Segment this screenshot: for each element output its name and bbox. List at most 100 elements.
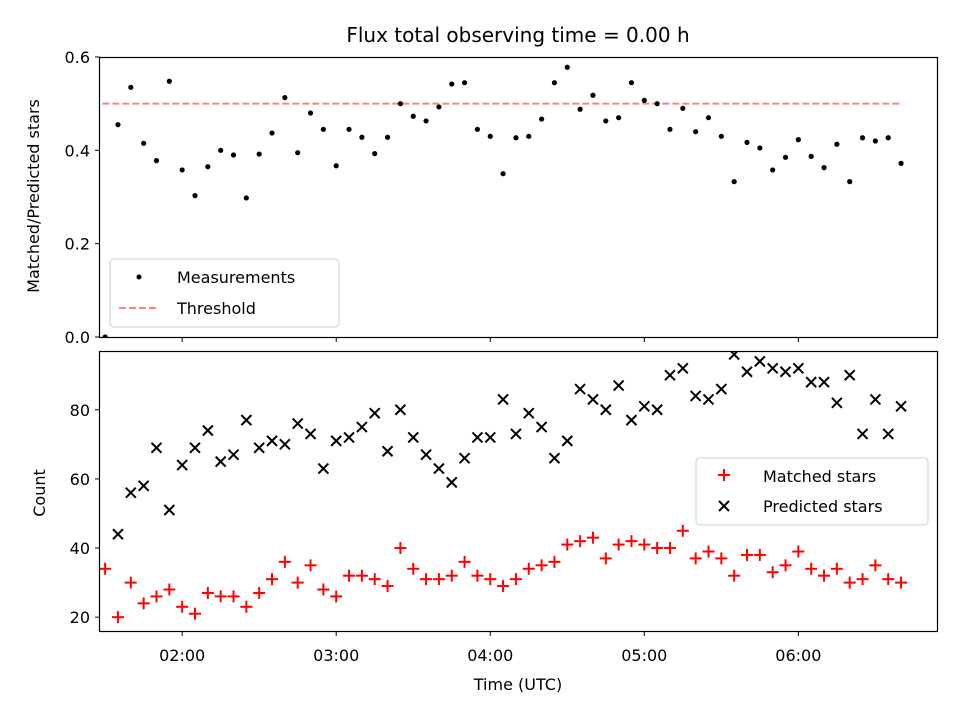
predicted-star-point	[279, 438, 291, 451]
bottom-plot-area	[100, 351, 908, 624]
matched-star-point	[574, 535, 587, 548]
predicted-star-point	[869, 393, 882, 406]
top-axes-frame	[98, 56, 939, 339]
matched-star-point	[612, 538, 625, 551]
measurement-point	[320, 126, 326, 132]
measurement-point	[770, 167, 776, 173]
predicted-star-point	[779, 366, 792, 378]
matched-star-point	[253, 586, 266, 599]
matched-star-point	[625, 535, 638, 548]
legend-measurements-marker	[136, 274, 142, 280]
predicted-star-point	[497, 393, 509, 406]
predicted-star-point	[805, 376, 817, 388]
matched-star-point	[137, 597, 150, 610]
matched-star-point	[407, 562, 420, 575]
measurement-point	[808, 153, 814, 159]
matched-star-point	[188, 607, 201, 620]
predicted-star-point	[882, 428, 894, 440]
measurement-point	[757, 145, 763, 151]
predicted-star-point	[137, 480, 150, 492]
predicted-star-point	[125, 487, 137, 499]
predicted-star-point	[792, 362, 805, 374]
matched-star-point	[856, 573, 869, 586]
predicted-star-point	[317, 462, 330, 475]
x-tick-label: 03:00	[313, 646, 359, 665]
measurement-point	[179, 167, 185, 173]
measurement-point	[705, 115, 712, 121]
measurement-point	[693, 129, 699, 135]
measurement-point	[654, 101, 660, 107]
matched-star-point	[663, 542, 676, 555]
matched-star-point	[355, 569, 368, 582]
measurement-point	[102, 334, 108, 337]
measurement-point	[526, 133, 532, 139]
predicted-star-point	[600, 404, 612, 416]
measurement-point	[847, 179, 853, 185]
matched-star-point	[240, 600, 253, 613]
predicted-star-point	[587, 393, 599, 406]
predicted-star-point	[202, 424, 214, 437]
predicted-star-point	[651, 404, 663, 416]
matched-star-point	[702, 545, 715, 558]
measurement-point	[834, 141, 840, 147]
measurement-point	[590, 92, 596, 98]
matched-star-point	[317, 583, 330, 596]
measurement-point	[474, 126, 481, 132]
predicted-star-point	[304, 428, 317, 440]
bottom-y-ticks: 20 40 60 80	[70, 401, 100, 627]
predicted-star-point	[689, 390, 702, 402]
measurement-point	[243, 195, 249, 201]
predicted-star-point	[227, 448, 240, 461]
predicted-star-point	[330, 435, 342, 447]
matched-star-point	[715, 552, 728, 565]
predicted-star-point	[291, 417, 304, 430]
x-axis-label: Time (UTC)	[473, 675, 562, 694]
predicted-star-point	[176, 459, 188, 471]
predicted-star-point	[638, 400, 651, 413]
predicted-star-point	[561, 435, 573, 447]
top-y-ticks: 0.0 0.2 0.4 0.6	[65, 48, 100, 347]
x-tick-label: 06:00	[775, 646, 821, 665]
matched-star-point	[278, 555, 291, 568]
measurement-point	[564, 64, 570, 70]
measurement-point	[628, 80, 635, 86]
matched-star-point	[766, 566, 779, 579]
measurement-point	[410, 113, 416, 119]
predicted-star-point	[471, 431, 484, 444]
measurement-point	[230, 152, 237, 158]
measurement-point	[359, 134, 365, 140]
measurement-point	[192, 193, 198, 199]
matched-star-point	[830, 562, 843, 575]
predicted-star-point	[214, 455, 227, 468]
measurement-point	[680, 105, 686, 111]
matched-star-point	[163, 583, 176, 596]
predicted-star-point	[407, 431, 419, 444]
measurement-point	[539, 116, 545, 122]
matched-star-point	[599, 552, 612, 565]
top-legend: Measurements Threshold	[109, 258, 340, 328]
measurement-point	[859, 135, 866, 141]
predicted-star-point	[446, 476, 458, 489]
predicted-star-point	[510, 428, 522, 440]
measurement-point	[603, 118, 609, 124]
predicted-star-point	[831, 397, 843, 409]
predicted-star-point	[523, 407, 535, 419]
measurement-point	[744, 139, 750, 145]
measurement-point	[269, 130, 275, 136]
predicted-star-point	[754, 355, 766, 368]
matched-star-point	[522, 562, 535, 575]
predicted-star-point	[253, 442, 265, 454]
measurement-point	[616, 115, 622, 121]
predicted-star-point	[266, 435, 278, 447]
matched-star-point	[561, 538, 574, 551]
measurement-point	[436, 104, 442, 110]
matched-star-point	[420, 573, 433, 586]
measurement-point	[731, 179, 737, 185]
matched-star-point	[432, 573, 445, 586]
predicted-star-point	[381, 445, 394, 457]
chart-title: Flux total observing time = 0.00 h	[346, 23, 689, 47]
matched-star-point	[676, 524, 689, 537]
measurement-point	[577, 106, 583, 112]
matched-star-point	[458, 555, 471, 568]
